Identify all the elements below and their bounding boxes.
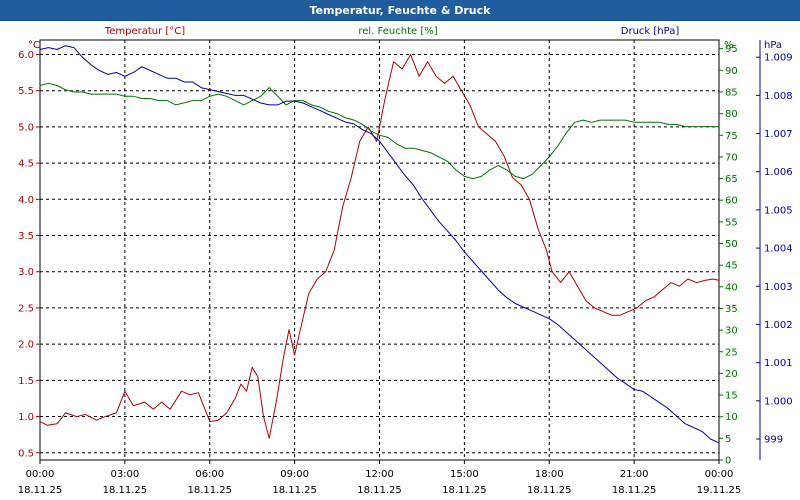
legend-humidity: rel. Feuchte [%]: [358, 26, 437, 37]
humidity-tick-label: 90: [725, 66, 738, 77]
legend-temperature: Temperatur [°C]: [104, 26, 185, 37]
temperature-tick-label: 3.5: [18, 231, 34, 242]
x-tick-date: 18.11.25: [187, 485, 232, 496]
pressure-tick-label: 1.007: [764, 129, 793, 140]
humidity-tick-label: 20: [725, 369, 738, 380]
temperature-tick-label: 4.0: [18, 195, 34, 206]
humidity-tick-label: 55: [725, 217, 738, 228]
humidity-tick-label: 10: [725, 412, 738, 423]
temperature-tick-label: 3.0: [18, 267, 34, 278]
humidity-unit-label: %: [724, 40, 734, 51]
x-tick-time: 18:00: [535, 469, 564, 480]
grid-lines: [40, 40, 719, 460]
temperature-tick-label: 4.5: [18, 159, 34, 170]
x-tick-date: 19.11.25: [697, 485, 742, 496]
humidity-tick-label: 45: [725, 261, 738, 272]
humidity-tick-label: 80: [725, 109, 738, 120]
x-tick-date: 18.11.25: [18, 485, 63, 496]
humidity-tick-label: 35: [725, 304, 738, 315]
humidity-tick-label: 75: [725, 131, 738, 142]
temperature-tick-label: 5.0: [18, 122, 34, 133]
humidity-tick-label: 40: [725, 282, 738, 293]
x-tick-time: 00:00: [705, 469, 734, 480]
series-layer: [39, 45, 720, 444]
humidity-axis: 0 5 10 15 20 25 30 35 40 45 50 55 60 65 70 75 80 85 90 95: [719, 44, 738, 467]
humidity-tick-label: 50: [725, 239, 738, 250]
pressure-tick-label: 1.000: [764, 396, 793, 407]
temperature-tick-label: 2.5: [18, 303, 34, 314]
pressure-axis: 999 1.000 1.001 1.002 1.003 1.004 1.005 1.006 1.…: [756, 40, 793, 460]
window-titlebar: Temperatur, Feuchte & Druck: [0, 0, 800, 21]
x-tick-time: 00:00: [26, 469, 55, 480]
time-axis: 00:00 18.11.25 03:00 18.11.25 06:00 18.11.25 0…: [18, 460, 742, 496]
x-tick-date: 18.11.25: [442, 485, 487, 496]
humidity-tick-label: 85: [725, 87, 738, 98]
temperature-tick-label: 5.5: [18, 86, 34, 97]
pressure-tick-label: 999: [764, 435, 783, 446]
pressure-tick-label: 1.009: [764, 53, 793, 64]
humidity-tick-label: 5: [725, 434, 731, 445]
humidity-tick-label: 95: [725, 44, 738, 55]
x-tick-time: 15:00: [450, 469, 479, 480]
pressure-unit-label: hPa: [764, 40, 782, 51]
x-tick-date: 18.11.25: [272, 485, 317, 496]
pressure-tick-label: 1.004: [764, 244, 793, 255]
temperature-tick-label: 2.0: [18, 340, 34, 351]
temperature-tick-label: 0.5: [18, 448, 34, 459]
humidity-tick-label: 60: [725, 196, 738, 207]
temperature-axis: 0.5 1.0 1.5 2.0 2.5 3.0 3.5 4.0 4.5 5.0 5.5 6.0: [18, 50, 40, 459]
temperature-tick-label: 1.5: [18, 376, 34, 387]
humidity-tick-label: 25: [725, 347, 738, 358]
humidity-tick-label: 0: [725, 456, 731, 467]
pressure-tick-label: 1.005: [764, 205, 793, 216]
x-tick-time: 03:00: [110, 469, 139, 480]
x-tick-date: 18.11.25: [103, 485, 148, 496]
pressure-tick-label: 1.008: [764, 91, 793, 102]
pressure-tick-label: 1.006: [764, 167, 793, 178]
x-tick-time: 09:00: [280, 469, 309, 480]
humidity-tick-label: 65: [725, 174, 738, 185]
series-line-pressure: [39, 45, 720, 444]
pressure-tick-label: 1.001: [764, 358, 793, 369]
legend-pressure: Druck [hPa]: [621, 26, 680, 37]
pressure-tick-label: 1.002: [764, 320, 793, 331]
x-tick-date: 18.11.25: [612, 485, 657, 496]
pressure-tick-label: 1.003: [764, 282, 793, 293]
humidity-tick-label: 70: [725, 152, 738, 163]
series-line-humidity: [39, 82, 719, 180]
temperature-tick-label: 1.0: [18, 412, 34, 423]
humidity-tick-label: 30: [725, 326, 738, 337]
temperature-unit-label: °C: [28, 40, 40, 51]
x-tick-time: 06:00: [195, 469, 224, 480]
x-tick-date: 18.11.25: [357, 485, 402, 496]
humidity-tick-label: 15: [725, 391, 738, 402]
series-line-temperature: [39, 54, 720, 439]
temperature-tick-label: 6.0: [18, 50, 34, 61]
x-tick-date: 18.11.25: [527, 485, 572, 496]
x-tick-time: 12:00: [365, 469, 394, 480]
x-tick-time: 21:00: [620, 469, 649, 480]
